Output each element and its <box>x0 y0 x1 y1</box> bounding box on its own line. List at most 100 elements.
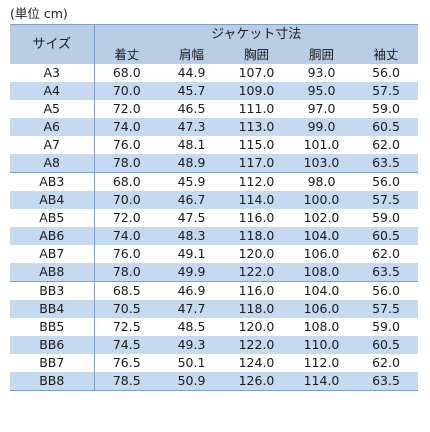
chest-cell: 120.0 <box>224 318 289 336</box>
size-cell: AB4 <box>10 191 95 209</box>
length-cell: 74.0 <box>94 118 159 136</box>
shoulder-cell: 46.9 <box>159 281 224 300</box>
table-row: A8 78.0 48.9 117.0 103.0 63.5 <box>10 154 418 173</box>
size-cell: BB7 <box>10 354 95 372</box>
length-cell: 70.5 <box>94 300 159 318</box>
chest-cell: 113.0 <box>224 118 289 136</box>
shoulder-cell: 49.3 <box>159 336 224 354</box>
length-cell: 72.0 <box>94 209 159 227</box>
waist-cell: 104.0 <box>289 227 354 245</box>
sleeve-cell: 62.0 <box>354 245 418 263</box>
shoulder-cell: 44.9 <box>159 64 224 82</box>
waist-cell: 103.0 <box>289 154 354 173</box>
column-header-length: 着丈 <box>94 45 159 64</box>
size-cell: A7 <box>10 136 95 154</box>
table-row: BB7 76.5 50.1 124.0 112.0 62.0 <box>10 354 418 372</box>
shoulder-cell: 45.9 <box>159 172 224 191</box>
sleeve-cell: 60.5 <box>354 336 418 354</box>
chest-cell: 118.0 <box>224 300 289 318</box>
chest-cell: 122.0 <box>224 336 289 354</box>
table-row: AB3 68.0 45.9 112.0 98.0 56.0 <box>10 172 418 191</box>
table-row: A3 68.0 44.9 107.0 93.0 56.0 <box>10 64 418 82</box>
size-cell: A6 <box>10 118 95 136</box>
size-cell: BB5 <box>10 318 95 336</box>
chest-cell: 109.0 <box>224 82 289 100</box>
column-header-sleeve: 袖丈 <box>354 45 418 64</box>
size-cell: BB8 <box>10 372 95 391</box>
table-row: AB7 76.0 49.1 120.0 106.0 62.0 <box>10 245 418 263</box>
chest-cell: 118.0 <box>224 227 289 245</box>
size-cell: BB6 <box>10 336 95 354</box>
chest-cell: 117.0 <box>224 154 289 173</box>
table-row: A4 70.0 45.7 109.0 95.0 57.5 <box>10 82 418 100</box>
table-row: AB4 70.0 46.7 114.0 100.0 57.5 <box>10 191 418 209</box>
waist-cell: 95.0 <box>289 82 354 100</box>
shoulder-cell: 46.7 <box>159 191 224 209</box>
size-cell: AB5 <box>10 209 95 227</box>
length-cell: 74.0 <box>94 227 159 245</box>
waist-cell: 110.0 <box>289 336 354 354</box>
table-body: A3 68.0 44.9 107.0 93.0 56.0 A4 70.0 45.7 109.0 95… <box>10 64 418 391</box>
shoulder-cell: 48.5 <box>159 318 224 336</box>
size-cell: AB3 <box>10 172 95 191</box>
chest-cell: 114.0 <box>224 191 289 209</box>
shoulder-cell: 49.9 <box>159 263 224 282</box>
sleeve-cell: 56.0 <box>354 281 418 300</box>
sleeve-cell: 59.0 <box>354 209 418 227</box>
waist-cell: 97.0 <box>289 100 354 118</box>
length-cell: 72.0 <box>94 100 159 118</box>
sleeve-cell: 57.5 <box>354 191 418 209</box>
shoulder-cell: 46.5 <box>159 100 224 118</box>
length-cell: 68.0 <box>94 172 159 191</box>
column-header-waist: 胴囲 <box>289 45 354 64</box>
size-cell: BB3 <box>10 281 95 300</box>
waist-cell: 104.0 <box>289 281 354 300</box>
waist-cell: 98.0 <box>289 172 354 191</box>
shoulder-cell: 45.7 <box>159 82 224 100</box>
length-cell: 68.0 <box>94 64 159 82</box>
size-cell: A8 <box>10 154 95 173</box>
sleeve-cell: 56.0 <box>354 172 418 191</box>
size-cell: A5 <box>10 100 95 118</box>
length-cell: 76.0 <box>94 136 159 154</box>
sleeve-cell: 60.5 <box>354 118 418 136</box>
sleeve-cell: 63.5 <box>354 372 418 391</box>
table-row: BB8 78.5 50.9 126.0 114.0 63.5 <box>10 372 418 391</box>
waist-cell: 114.0 <box>289 372 354 391</box>
waist-cell: 100.0 <box>289 191 354 209</box>
chest-cell: 115.0 <box>224 136 289 154</box>
table-row: A5 72.0 46.5 111.0 97.0 59.0 <box>10 100 418 118</box>
chest-cell: 116.0 <box>224 209 289 227</box>
waist-cell: 108.0 <box>289 263 354 282</box>
chest-cell: 116.0 <box>224 281 289 300</box>
sleeve-cell: 56.0 <box>354 64 418 82</box>
length-cell: 78.0 <box>94 154 159 173</box>
waist-cell: 106.0 <box>289 300 354 318</box>
size-cell: A4 <box>10 82 95 100</box>
size-cell: A3 <box>10 64 95 82</box>
shoulder-cell: 50.9 <box>159 372 224 391</box>
length-cell: 78.5 <box>94 372 159 391</box>
chest-cell: 122.0 <box>224 263 289 282</box>
table-row: BB5 72.5 48.5 120.0 108.0 59.0 <box>10 318 418 336</box>
length-cell: 70.0 <box>94 82 159 100</box>
shoulder-cell: 50.1 <box>159 354 224 372</box>
size-cell: AB7 <box>10 245 95 263</box>
sleeve-cell: 62.0 <box>354 136 418 154</box>
waist-cell: 99.0 <box>289 118 354 136</box>
length-cell: 68.5 <box>94 281 159 300</box>
waist-cell: 106.0 <box>289 245 354 263</box>
sleeve-cell: 63.5 <box>354 263 418 282</box>
shoulder-cell: 47.5 <box>159 209 224 227</box>
sleeve-cell: 59.0 <box>354 100 418 118</box>
chest-cell: 120.0 <box>224 245 289 263</box>
chest-cell: 111.0 <box>224 100 289 118</box>
shoulder-cell: 48.1 <box>159 136 224 154</box>
chest-cell: 112.0 <box>224 172 289 191</box>
length-cell: 72.5 <box>94 318 159 336</box>
shoulder-cell: 48.9 <box>159 154 224 173</box>
length-cell: 74.5 <box>94 336 159 354</box>
size-column-header: サイズ <box>10 24 95 64</box>
shoulder-cell: 49.1 <box>159 245 224 263</box>
table-row: BB3 68.5 46.9 116.0 104.0 56.0 <box>10 281 418 300</box>
